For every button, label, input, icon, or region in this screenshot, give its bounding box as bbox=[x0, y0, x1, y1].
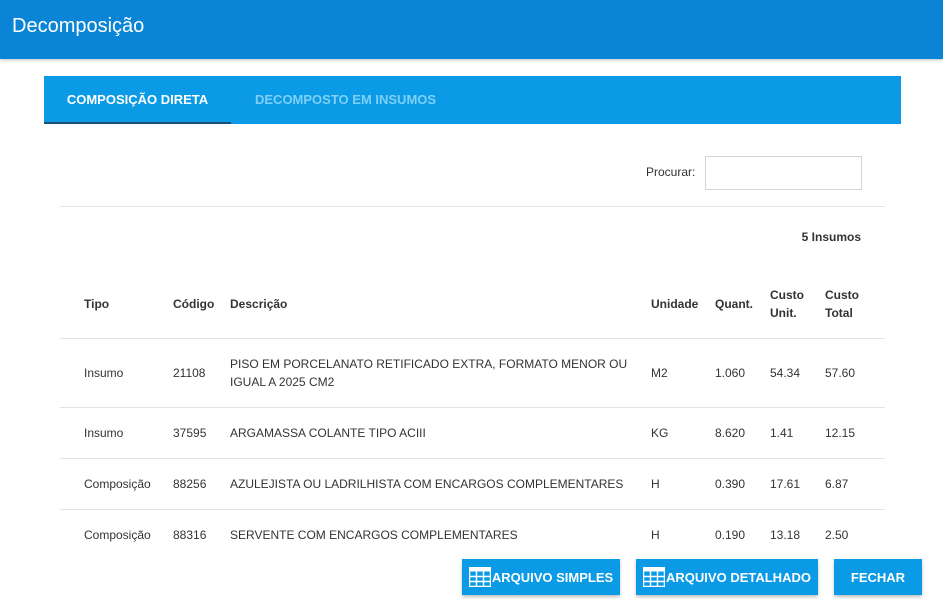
cell-custo-total: 6.87 bbox=[825, 458, 885, 510]
search-input[interactable] bbox=[705, 156, 862, 190]
cell-custo-unit: 1.41 bbox=[770, 407, 825, 459]
table-header-row: Tipo Código Descrição Unidade Quant. Cus… bbox=[60, 270, 885, 339]
cell-custo-unit: 17.61 bbox=[770, 458, 825, 510]
arquivo-simples-label: ARQUIVO SIMPLES bbox=[491, 569, 614, 585]
cell-tipo: Composição bbox=[60, 458, 173, 510]
column-header-unidade[interactable]: Unidade bbox=[651, 270, 715, 339]
column-header-quant[interactable]: Quant. bbox=[715, 270, 770, 339]
arquivo-detalhado-button[interactable]: ARQUIVO DETALHADO bbox=[636, 559, 818, 595]
cell-custo-total: 2.50 bbox=[825, 527, 849, 542]
cell-unidade: KG bbox=[651, 407, 715, 459]
table-row[interactable]: Composição 88256 AZULEJISTA OU LADRILHIS… bbox=[60, 458, 885, 510]
tab-bar: COMPOSIÇÃO DIRETA DECOMPOSTO EM INSUMOS bbox=[44, 76, 901, 124]
dialog-header: Decomposição bbox=[0, 0, 943, 59]
column-header-custo-unit[interactable]: Custo Unit. bbox=[770, 270, 825, 339]
cell-custo-total: 57.60 bbox=[825, 338, 885, 408]
cell-codigo: 88316 bbox=[173, 527, 207, 542]
cell-tipo: Insumo bbox=[60, 407, 173, 459]
cell-quant: 1.060 bbox=[715, 338, 770, 408]
cell-codigo: 88256 bbox=[173, 458, 230, 510]
grid-table-icon bbox=[642, 566, 666, 588]
cell-custo-total: 12.15 bbox=[825, 407, 885, 459]
dialog-title: Decomposição bbox=[12, 15, 145, 37]
cell-tipo: Composição bbox=[84, 527, 151, 542]
search-label: Procurar: bbox=[646, 165, 696, 179]
column-header-custo-total[interactable]: Custo Total bbox=[825, 270, 885, 339]
cell-unidade: H bbox=[651, 458, 715, 510]
arquivo-simples-button[interactable]: ARQUIVO SIMPLES bbox=[462, 559, 620, 595]
grid-table-icon bbox=[468, 566, 492, 588]
tab-composicao-direta[interactable]: COMPOSIÇÃO DIRETA bbox=[44, 76, 231, 124]
fechar-button[interactable]: FECHAR bbox=[834, 559, 922, 595]
column-header-codigo[interactable]: Código bbox=[173, 270, 230, 339]
divider bbox=[60, 206, 885, 207]
cell-descricao: ARGAMASSA COLANTE TIPO ACIII bbox=[230, 407, 651, 459]
cell-descricao: PISO EM PORCELANATO RETIFICADO EXTRA, FO… bbox=[230, 338, 651, 408]
arquivo-detalhado-label: ARQUIVO DETALHADO bbox=[666, 569, 811, 585]
cell-quant: 0.190 bbox=[715, 527, 746, 542]
cell-codigo: 21108 bbox=[173, 338, 230, 408]
tab-decomposto-em-insumos[interactable]: DECOMPOSTO EM INSUMOS bbox=[255, 92, 437, 107]
table-row[interactable]: Composição 88316 SERVENTE COM ENCARGOS C… bbox=[60, 509, 885, 560]
insumos-count: 5 Insumos bbox=[801, 230, 861, 244]
table-row[interactable]: Insumo 21108 PISO EM PORCELANATO RETIFIC… bbox=[60, 338, 885, 408]
column-header-tipo[interactable]: Tipo bbox=[60, 270, 173, 339]
table-row[interactable]: Insumo 37595 ARGAMASSA COLANTE TIPO ACII… bbox=[60, 407, 885, 459]
cell-codigo: 37595 bbox=[173, 407, 230, 459]
cell-custo-unit: 54.34 bbox=[770, 338, 825, 408]
cell-descricao: AZULEJISTA OU LADRILHISTA COM ENCARGOS C… bbox=[230, 458, 651, 510]
cell-descricao: SERVENTE COM ENCARGOS COMPLEMENTARES bbox=[230, 527, 518, 542]
cell-tipo: Insumo bbox=[60, 338, 173, 408]
column-header-descricao[interactable]: Descrição bbox=[230, 270, 651, 339]
cell-quant: 8.620 bbox=[715, 407, 770, 459]
cell-custo-unit: 13.18 bbox=[770, 527, 801, 542]
cell-unidade: H bbox=[651, 527, 660, 542]
composition-table: Tipo Código Descrição Unidade Quant. Cus… bbox=[60, 270, 885, 560]
cell-quant: 0.390 bbox=[715, 458, 770, 510]
cell-unidade: M2 bbox=[651, 338, 715, 408]
